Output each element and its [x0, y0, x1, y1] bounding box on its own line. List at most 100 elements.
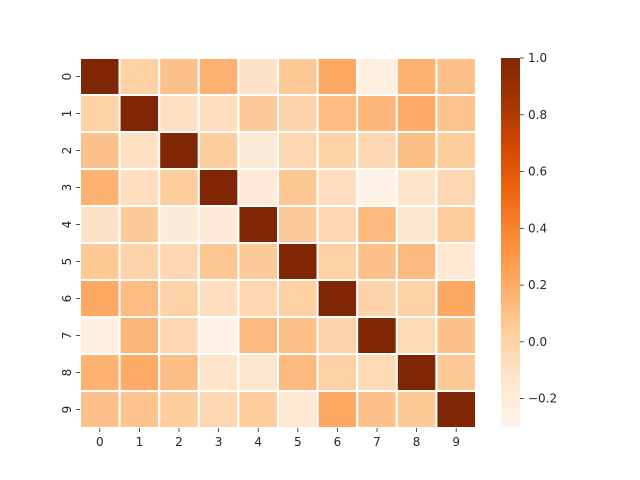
heatmap-cell-5-6 [316, 242, 359, 281]
heatmap-cell-4-4 [237, 205, 279, 244]
heatmap-cell-7-3 [197, 316, 240, 355]
heatmap-cell-0-9 [435, 57, 477, 96]
heatmap-cell-9-9 [435, 390, 477, 429]
x-tick-label-2: 2 [175, 435, 183, 449]
heatmap-cell-4-6 [316, 205, 359, 244]
heatmap-cell-0-1 [118, 57, 161, 96]
heatmap-cell-6-5 [277, 279, 319, 318]
colorbar-tick-label-4: 0.6 [528, 165, 547, 179]
heatmap-cell-3-4 [237, 168, 279, 207]
x-tick-label-0: 0 [96, 435, 104, 449]
heatmap-cell-6-7 [356, 279, 398, 318]
heatmap-cell-2-8 [395, 131, 438, 170]
heatmap-cell-8-9 [435, 353, 477, 392]
heatmap-cell-4-5 [277, 205, 319, 244]
heatmap-cell-5-8 [395, 242, 438, 281]
colorbar-tick-label-5: 0.8 [528, 108, 547, 122]
heatmap-cells [79, 57, 477, 429]
heatmap-cell-1-3 [197, 94, 240, 133]
y-tick-label-4: 4 [60, 221, 74, 229]
colorbar-tick-label-0: −0.2 [528, 392, 557, 406]
heatmap-cell-4-9 [435, 205, 477, 244]
heatmap-cell-9-6 [316, 390, 359, 429]
heatmap-cell-9-4 [237, 390, 279, 429]
heatmap-cell-0-4 [237, 57, 279, 96]
heatmap-cell-4-1 [118, 205, 161, 244]
heatmap-cell-2-0 [79, 131, 121, 170]
heatmap-cell-5-1 [118, 242, 161, 281]
y-tick-label-9: 9 [60, 406, 74, 414]
heatmap-cell-1-6 [316, 94, 359, 133]
heatmap-cell-0-6 [316, 57, 359, 96]
heatmap-cell-3-7 [356, 168, 398, 207]
heatmap-cell-5-3 [197, 242, 240, 281]
heatmap-cell-1-4 [237, 94, 279, 133]
heatmap-cell-0-3 [197, 57, 240, 96]
y-tick-label-8: 8 [60, 369, 74, 377]
heatmap-cell-0-7 [356, 57, 398, 96]
x-tick-label-5: 5 [294, 435, 302, 449]
heatmap-cell-5-5 [277, 242, 319, 281]
colorbar [501, 58, 520, 427]
heatmap-cell-7-4 [237, 316, 279, 355]
heatmap-cell-6-9 [435, 279, 477, 318]
heatmap-cell-1-1 [118, 94, 161, 133]
heatmap-cell-7-6 [316, 316, 359, 355]
y-tick-label-2: 2 [60, 147, 74, 155]
x-tick-label-7: 7 [373, 435, 381, 449]
x-tick-label-8: 8 [413, 435, 421, 449]
heatmap-cell-6-4 [237, 279, 279, 318]
y-axis: 0 1 2 3 4 5 6 7 8 9 [60, 73, 80, 414]
heatmap-cell-9-8 [395, 390, 438, 429]
heatmap-cell-3-6 [316, 168, 359, 207]
heatmap-cell-5-7 [356, 242, 398, 281]
heatmap-cell-9-7 [356, 390, 398, 429]
y-tick-label-5: 5 [60, 258, 74, 266]
heatmap-cell-6-0 [79, 279, 121, 318]
heatmap-cell-7-7 [356, 316, 398, 355]
heatmap-cell-6-6 [316, 279, 359, 318]
heatmap-cell-6-1 [118, 279, 161, 318]
heatmap-cell-6-8 [395, 279, 438, 318]
heatmap-cell-4-0 [79, 205, 121, 244]
heatmap-cell-3-8 [395, 168, 438, 207]
heatmap-cell-3-9 [435, 168, 477, 207]
heatmap-cell-5-4 [237, 242, 279, 281]
heatmap-cell-3-2 [158, 168, 200, 207]
y-tick-label-7: 7 [60, 332, 74, 340]
x-axis: 0 1 2 3 4 5 6 7 8 9 [96, 428, 460, 449]
y-tick-label-0: 0 [60, 73, 74, 81]
heatmap-cell-2-9 [435, 131, 477, 170]
heatmap-cell-9-3 [197, 390, 240, 429]
colorbar-axis: −0.2 0.0 0.2 0.4 0.6 0.8 1.0 [520, 51, 557, 406]
heatmap-cell-8-0 [79, 353, 121, 392]
heatmap-cell-7-9 [435, 316, 477, 355]
heatmap-cell-7-1 [118, 316, 161, 355]
heatmap-cell-9-1 [118, 390, 161, 429]
heatmap-cell-8-6 [316, 353, 359, 392]
heatmap-cell-3-0 [79, 168, 121, 207]
heatmap-cell-8-4 [237, 353, 279, 392]
heatmap-cell-4-7 [356, 205, 398, 244]
colorbar-tick-label-6: 1.0 [528, 51, 547, 65]
heatmap-cell-6-3 [197, 279, 240, 318]
heatmap-cell-4-3 [197, 205, 240, 244]
heatmap-cell-7-0 [79, 316, 121, 355]
colorbar-tick-label-3: 0.4 [528, 221, 547, 235]
colorbar-tick-label-2: 0.2 [528, 278, 547, 292]
heatmap-cell-3-3 [197, 168, 240, 207]
heatmap-cell-1-9 [435, 94, 477, 133]
heatmap-cell-8-2 [158, 353, 200, 392]
heatmap-cell-6-2 [158, 279, 200, 318]
heatmap-cell-1-2 [158, 94, 200, 133]
heatmap-cell-9-0 [79, 390, 121, 429]
heatmap-cell-9-5 [277, 390, 319, 429]
heatmap-cell-2-7 [356, 131, 398, 170]
heatmap-cell-3-5 [277, 168, 319, 207]
heatmap-cell-0-2 [158, 57, 200, 96]
y-tick-label-1: 1 [60, 110, 74, 118]
heatmap-cell-2-1 [118, 131, 161, 170]
y-tick-label-6: 6 [60, 295, 74, 303]
